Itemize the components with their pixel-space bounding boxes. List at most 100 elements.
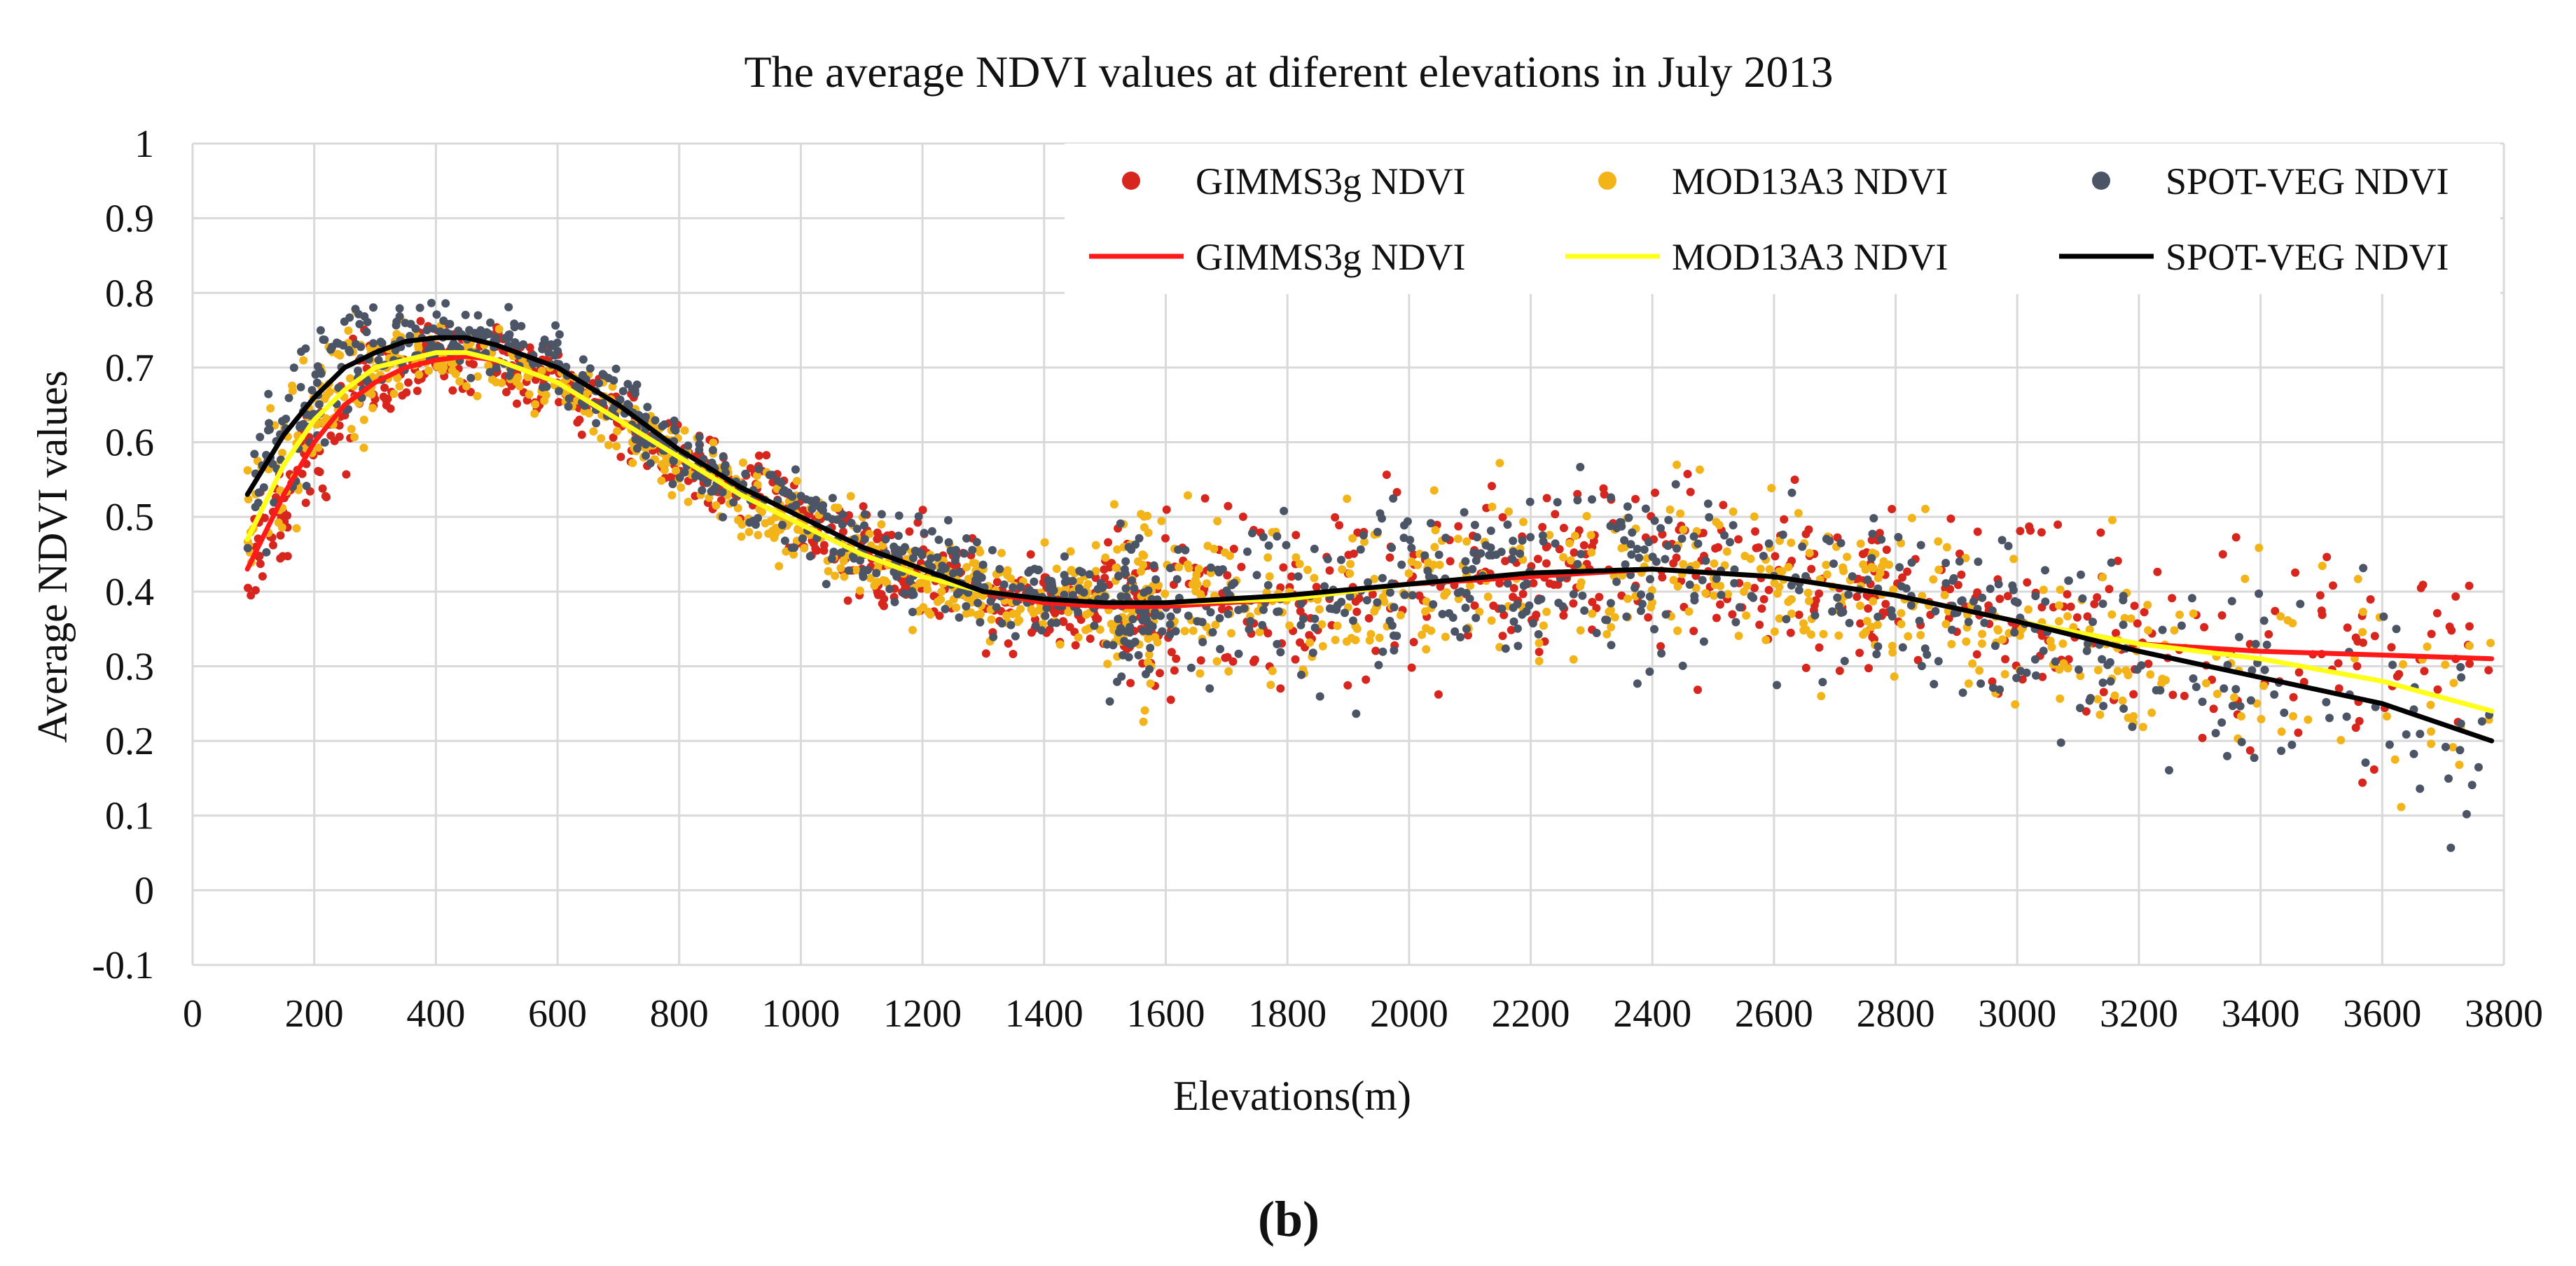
scatter-point (1955, 549, 1964, 558)
scatter-point (1790, 475, 1799, 485)
scatter-point (1778, 566, 1787, 576)
scatter-point (618, 387, 628, 396)
scatter-point (1224, 501, 1233, 510)
scatter-point (314, 400, 324, 409)
scatter-point (1423, 566, 1432, 576)
scatter-point (1602, 615, 1612, 625)
legend-label: MOD13A3 NDVI (1672, 160, 1948, 202)
scatter-point (2055, 601, 2063, 610)
scatter-point (2058, 639, 2068, 648)
scatter-point (1759, 594, 1768, 604)
scatter-point (1318, 641, 1327, 651)
scatter-point (1877, 535, 1886, 544)
scatter-point (955, 613, 964, 622)
scatter-point (1181, 545, 1190, 555)
scatter-point (484, 361, 493, 370)
legend-marker (1122, 172, 1140, 190)
x-tick-label: 3400 (2222, 992, 2300, 1036)
scatter-point (1650, 625, 1659, 634)
scatter-point (1051, 608, 1060, 618)
scatter-point (1630, 583, 1640, 592)
scatter-point (1294, 572, 1303, 581)
scatter-point (262, 548, 271, 557)
scatter-point (1507, 625, 1516, 634)
scatter-point (513, 399, 521, 408)
scatter-point (1519, 517, 1528, 527)
scatter-point (2158, 625, 2167, 634)
scatter-point (1101, 553, 1110, 562)
scatter-point (1747, 592, 1756, 601)
scatter-point (2420, 667, 2429, 676)
scatter-point (754, 464, 763, 473)
scatter-point (2096, 710, 2105, 719)
scatter-point (662, 454, 671, 463)
scatter-point (670, 416, 679, 425)
scatter-point (1513, 624, 1522, 633)
scatter-point (1180, 627, 1189, 636)
scatter-point (973, 611, 982, 620)
scatter-point (1542, 559, 1551, 568)
scatter-point (1767, 484, 1776, 493)
scatter-point (1481, 541, 1490, 550)
scatter-point (432, 310, 441, 319)
scatter-point (445, 319, 455, 328)
scatter-point (345, 374, 354, 383)
scatter-point (1588, 495, 1596, 504)
scatter-point (1146, 644, 1155, 653)
scatter-point (316, 326, 325, 335)
scatter-point (1694, 539, 1703, 548)
scatter-point (1764, 539, 1773, 548)
scatter-point (2001, 655, 2010, 664)
scatter-point (1287, 572, 1296, 581)
scatter-point (1509, 592, 1518, 601)
scatter-point (342, 470, 351, 479)
scatter-point (1488, 502, 1497, 511)
scatter-point (1988, 677, 1997, 686)
panel-label: (b) (1258, 1191, 1320, 1247)
scatter-point (1509, 536, 1518, 545)
scatter-point (1385, 588, 1394, 597)
scatter-point (1856, 619, 1865, 628)
scatter-point (1139, 626, 1148, 635)
scatter-point (278, 448, 286, 457)
scatter-point (2441, 742, 2450, 751)
scatter-point (1385, 553, 1394, 562)
scatter-point (1382, 471, 1391, 479)
scatter-point (658, 422, 667, 431)
scatter-point (1285, 621, 1294, 630)
scatter-point (1656, 642, 1665, 651)
scatter-point (873, 588, 882, 597)
scatter-point (1462, 537, 1471, 546)
scatter-point (278, 552, 287, 561)
y-tick-label: 0.4 (105, 571, 154, 614)
scatter-point (1378, 592, 1387, 601)
scatter-point (1698, 576, 1707, 585)
scatter-point (1308, 648, 1317, 658)
scatter-point (2016, 527, 2025, 536)
scatter-point (2456, 719, 2465, 728)
scatter-point (1370, 607, 1379, 616)
scatter-point (1771, 552, 1780, 561)
scatter-point (811, 544, 820, 553)
scatter-point (1441, 534, 1450, 543)
scatter-point (1315, 692, 1324, 701)
legend-marker (2092, 172, 2110, 190)
scatter-point (1346, 559, 1355, 569)
scatter-point (1610, 613, 1619, 622)
scatter-point (2031, 592, 2040, 601)
scatter-point (427, 298, 436, 307)
scatter-point (1134, 651, 1143, 660)
scatter-point (819, 546, 829, 555)
scatter-point (948, 569, 957, 578)
scatter-point (1468, 564, 1477, 573)
scatter-point (2099, 688, 2108, 697)
scatter-point (1538, 522, 1547, 531)
scatter-point (1962, 637, 1971, 646)
scatter-point (1765, 565, 1774, 573)
scatter-point (922, 580, 931, 589)
scatter-point (1661, 555, 1670, 564)
scatter-point (898, 547, 907, 556)
scatter-point (1206, 563, 1215, 572)
scatter-point (1903, 567, 1912, 576)
scatter-point (1059, 618, 1068, 627)
